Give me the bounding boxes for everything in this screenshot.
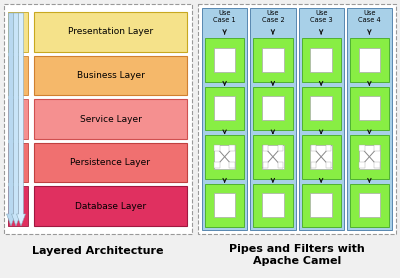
Text: Use
Case 3: Use Case 3 xyxy=(310,10,332,23)
Bar xyxy=(214,48,236,72)
Bar xyxy=(214,145,220,152)
Bar xyxy=(311,162,316,168)
Bar xyxy=(311,145,316,152)
Bar xyxy=(358,193,380,217)
Bar xyxy=(205,38,244,81)
Bar xyxy=(350,135,389,178)
Bar xyxy=(302,38,341,81)
Text: Use
Case 2: Use Case 2 xyxy=(262,10,284,23)
Bar xyxy=(253,183,292,227)
Bar xyxy=(326,145,332,152)
Text: Layered Architecture: Layered Architecture xyxy=(32,246,164,256)
Bar xyxy=(302,86,341,130)
Text: Use
Case 1: Use Case 1 xyxy=(213,10,236,23)
Bar xyxy=(262,162,268,168)
Bar xyxy=(350,38,389,81)
Bar xyxy=(34,187,187,226)
Bar xyxy=(350,183,389,227)
Bar xyxy=(230,145,235,152)
Bar xyxy=(214,96,236,120)
Bar xyxy=(253,38,292,81)
Bar xyxy=(214,145,236,169)
Bar xyxy=(347,8,392,230)
Bar xyxy=(310,96,332,120)
FancyArrow shape xyxy=(6,13,16,226)
FancyArrow shape xyxy=(16,13,26,226)
Bar xyxy=(253,86,292,130)
Text: Service Layer: Service Layer xyxy=(80,115,142,123)
FancyArrow shape xyxy=(12,13,20,226)
Bar xyxy=(202,8,247,230)
Bar xyxy=(4,4,192,234)
Bar xyxy=(8,56,28,95)
Bar xyxy=(34,56,187,95)
Bar xyxy=(310,48,332,72)
Bar xyxy=(230,162,235,168)
Bar xyxy=(262,96,284,120)
Bar xyxy=(205,183,244,227)
Bar xyxy=(262,145,284,169)
Bar xyxy=(34,12,187,52)
Text: Persistence Layer: Persistence Layer xyxy=(70,158,150,167)
Bar xyxy=(359,162,364,168)
Bar xyxy=(302,183,341,227)
Bar xyxy=(358,48,380,72)
Text: Use
Case 4: Use Case 4 xyxy=(358,10,381,23)
Bar xyxy=(198,4,396,234)
Bar xyxy=(350,86,389,130)
Bar xyxy=(205,86,244,130)
Bar xyxy=(214,162,220,168)
Text: Presentation Layer: Presentation Layer xyxy=(68,27,153,36)
Bar xyxy=(358,145,380,169)
Bar xyxy=(253,135,292,178)
Bar xyxy=(310,145,332,169)
Bar xyxy=(358,96,380,120)
Bar xyxy=(34,143,187,182)
Bar xyxy=(302,135,341,178)
Bar xyxy=(214,193,236,217)
Bar xyxy=(326,162,332,168)
Text: Database Layer: Database Layer xyxy=(75,202,146,211)
Text: Pipes and Filters with
Apache Camel: Pipes and Filters with Apache Camel xyxy=(229,244,365,266)
Bar xyxy=(374,145,380,152)
Bar xyxy=(8,99,28,139)
Bar xyxy=(8,12,28,52)
Bar xyxy=(205,135,244,178)
Bar xyxy=(262,193,284,217)
Bar xyxy=(250,8,296,230)
Bar xyxy=(262,145,268,152)
Text: Business Layer: Business Layer xyxy=(76,71,144,80)
Bar xyxy=(8,143,28,182)
Bar xyxy=(278,145,283,152)
Bar xyxy=(374,162,380,168)
Bar xyxy=(310,193,332,217)
Bar xyxy=(8,187,28,226)
Bar xyxy=(278,162,283,168)
Bar xyxy=(34,99,187,139)
Bar xyxy=(298,8,344,230)
Bar xyxy=(359,145,364,152)
Bar xyxy=(262,48,284,72)
